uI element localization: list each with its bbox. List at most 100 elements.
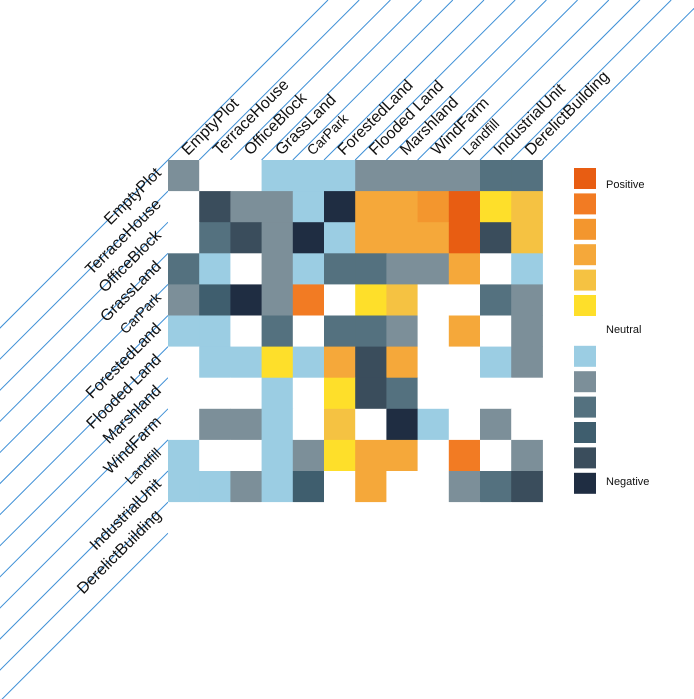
heatmap-cell	[511, 377, 543, 410]
heatmap-cell	[261, 222, 294, 254]
heatmap-cell	[324, 315, 356, 348]
heatmap-cell	[261, 253, 294, 285]
heatmap-cell	[386, 502, 419, 534]
heatmap-cell	[511, 284, 543, 316]
column-guide-line	[292, 0, 454, 161]
heatmap-cell	[448, 315, 481, 348]
heatmap-cell	[386, 471, 419, 503]
row-guide-line	[0, 439, 169, 609]
heatmap-cell	[261, 471, 294, 503]
row-guide-line	[0, 315, 169, 485]
heatmap-cell	[448, 222, 481, 254]
heatmap-cell	[511, 160, 543, 192]
heatmap-cell	[417, 284, 450, 316]
heatmap-cell	[448, 191, 481, 223]
row-guide-line	[0, 159, 169, 329]
heatmap-cell	[168, 160, 200, 192]
heatmap-cell	[230, 408, 263, 441]
heatmap-cell	[324, 502, 356, 534]
heatmap-cell	[292, 408, 325, 441]
heatmap-cell	[386, 253, 419, 285]
legend-neutral-label: Neutral	[606, 324, 641, 336]
heatmap-cell	[386, 160, 419, 192]
legend-swatch	[574, 320, 596, 342]
heatmap-cell	[480, 439, 512, 472]
legend-swatch	[574, 244, 596, 266]
heatmap-cell	[386, 191, 419, 223]
heatmap-cell	[448, 253, 481, 285]
heatmap-cell	[230, 160, 263, 192]
column-guide-line	[386, 0, 547, 161]
heatmap-cell	[261, 346, 294, 379]
heatmap-cell	[292, 377, 325, 410]
heatmap-cell	[448, 502, 481, 534]
column-guide-line	[323, 0, 485, 161]
column-guide-line	[354, 0, 516, 161]
heatmap-cell	[230, 377, 263, 410]
heatmap-cell	[355, 346, 387, 379]
heatmap-cell	[511, 408, 543, 441]
heatmap-cell	[199, 346, 231, 379]
row-guide-line	[0, 501, 169, 671]
heatmap-cell	[511, 346, 543, 379]
heatmap-cell	[417, 191, 450, 223]
heatmap-cell	[417, 439, 450, 472]
heatmap-cell	[417, 160, 450, 192]
heatmap-cell	[480, 191, 512, 223]
row-guide-line	[0, 221, 169, 391]
heatmap-cell	[199, 471, 231, 503]
heatmap-cell	[324, 191, 356, 223]
heatmap-cell	[324, 439, 356, 472]
heatmap-cell	[292, 284, 325, 316]
heatmap-cell	[168, 191, 200, 223]
heatmap-cell	[168, 253, 200, 285]
heatmap-cell	[417, 222, 450, 254]
heatmap-cell	[230, 439, 263, 472]
heatmap-cell	[324, 253, 356, 285]
legend-swatches	[574, 168, 596, 494]
heatmap-cell	[324, 222, 356, 254]
heatmap-cell	[417, 408, 450, 441]
heatmap-cell	[261, 377, 294, 410]
heatmap-cell	[261, 408, 294, 441]
heatmap-cell	[324, 346, 356, 379]
heatmap-cell	[199, 377, 231, 410]
heatmap-cell	[355, 439, 387, 472]
heatmap-cell	[480, 346, 512, 379]
legend-swatch	[574, 345, 596, 367]
heatmap-cell	[292, 439, 325, 472]
heatmap-cell	[261, 439, 294, 472]
heatmap-cell	[355, 160, 387, 192]
heatmap-cell	[168, 377, 200, 410]
column-guide-line	[510, 0, 672, 161]
heatmap-cell	[417, 502, 450, 534]
heatmap-cell	[261, 191, 294, 223]
heatmap-cell	[261, 502, 294, 534]
heatmap-cell	[230, 346, 263, 379]
heatmap-cell	[480, 408, 512, 441]
heatmap-cell	[448, 471, 481, 503]
heatmap-cell	[199, 439, 231, 472]
heatmap-cell	[355, 377, 387, 410]
heatmap-cell	[324, 471, 356, 503]
heatmap-cell	[448, 408, 481, 441]
heatmap-cell	[511, 502, 543, 534]
heatmap-cell	[292, 191, 325, 223]
heatmap-cell	[168, 222, 200, 254]
legend-swatch	[574, 422, 596, 443]
column-guide-line	[261, 0, 422, 161]
heatmap-cell	[168, 502, 200, 534]
heatmap-cell	[292, 471, 325, 503]
heatmap-cell	[230, 502, 263, 534]
heatmap-cell	[355, 222, 387, 254]
row-guide-line	[0, 408, 169, 578]
heatmap-cell	[480, 160, 512, 192]
heatmap-cell	[324, 408, 356, 441]
heatmap-cell	[480, 471, 512, 503]
heatmap-cell	[417, 471, 450, 503]
color-legend: Positive Neutral Negative	[574, 168, 649, 494]
row-guide-line	[0, 346, 169, 516]
column-guide-line	[417, 0, 578, 161]
